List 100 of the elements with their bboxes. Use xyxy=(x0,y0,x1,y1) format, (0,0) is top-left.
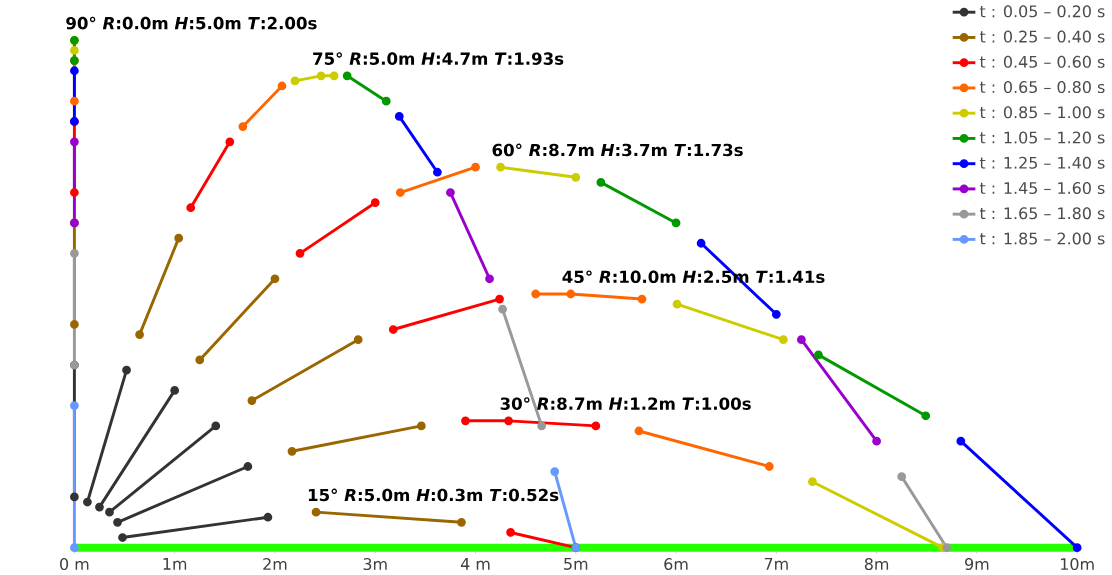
x-tick-label: 6m xyxy=(664,558,688,571)
point xyxy=(225,137,235,147)
point xyxy=(186,203,196,213)
point xyxy=(596,178,606,187)
annotation: 90° R:0.0m H:5.0m T:2.00s xyxy=(66,16,317,30)
point xyxy=(243,462,253,472)
point xyxy=(113,518,122,527)
point xyxy=(263,513,273,522)
point xyxy=(70,492,79,502)
point xyxy=(118,533,127,543)
point xyxy=(897,472,907,482)
legend-label: t : 0.45 – 0.60 s xyxy=(979,56,1105,69)
annotation: 15° R:5.0m H:0.3m T:0.52s xyxy=(308,488,559,502)
annotation: 60° R:8.7m H:3.7m T:1.73s xyxy=(492,143,743,157)
point xyxy=(395,188,405,198)
point xyxy=(105,508,114,517)
point xyxy=(342,71,352,81)
point xyxy=(135,330,144,340)
point xyxy=(353,335,363,345)
point xyxy=(506,528,515,538)
point xyxy=(295,249,305,259)
x-tick-label: 3m xyxy=(363,558,387,571)
point xyxy=(316,71,326,81)
point xyxy=(70,66,79,76)
point xyxy=(1072,543,1082,553)
point xyxy=(277,81,287,91)
point xyxy=(457,518,466,527)
point xyxy=(70,46,79,56)
point xyxy=(921,411,931,421)
point xyxy=(70,188,79,198)
point xyxy=(211,421,221,431)
point xyxy=(195,355,205,365)
point xyxy=(70,137,79,147)
point xyxy=(531,289,541,299)
point xyxy=(814,350,823,360)
point xyxy=(672,299,682,309)
point xyxy=(83,497,92,507)
point xyxy=(498,305,507,314)
point xyxy=(170,386,180,396)
point xyxy=(329,71,339,81)
point xyxy=(70,320,79,330)
point xyxy=(247,396,257,406)
point xyxy=(394,112,404,122)
point xyxy=(634,426,644,436)
point xyxy=(70,249,79,259)
point xyxy=(416,421,426,431)
point xyxy=(778,335,788,345)
x-tick-label: 10m xyxy=(1061,558,1094,571)
point xyxy=(471,163,480,172)
point xyxy=(70,97,79,106)
point xyxy=(797,335,806,345)
x-tick-label: 2m xyxy=(263,558,287,571)
x-tick-label: 4 m xyxy=(460,558,490,570)
point xyxy=(550,467,560,477)
annotation: 30° R:8.7m H:1.2m T:1.00s xyxy=(500,397,751,411)
x-tick-label: 9m xyxy=(965,558,989,571)
point xyxy=(637,294,647,304)
point xyxy=(311,508,321,517)
legend-label: t : 0.65 – 0.80 s xyxy=(979,81,1105,94)
legend-label: t : 1.45 – 1.60 s xyxy=(979,182,1105,195)
legend-label: t : 0.85 – 1.00 s xyxy=(979,106,1105,119)
point xyxy=(70,543,79,553)
point xyxy=(942,543,952,553)
point xyxy=(485,274,494,284)
point xyxy=(270,274,280,284)
legend-label: t : 1.25 – 1.40 s xyxy=(979,156,1105,170)
point xyxy=(764,462,774,472)
point xyxy=(290,76,300,86)
annotation: 75° R:5.0m H:4.7m T:1.93s xyxy=(313,52,564,66)
point xyxy=(461,416,470,426)
point xyxy=(381,97,391,106)
point xyxy=(238,122,248,132)
x-tick-label: 7m xyxy=(764,558,788,570)
x-tick-label: 5m xyxy=(564,558,588,571)
legend-label: t : 1.65 – 1.80 s xyxy=(979,207,1105,220)
point xyxy=(433,168,442,177)
x-tick-label: 1m xyxy=(163,558,187,570)
point xyxy=(495,294,504,304)
point xyxy=(370,198,380,208)
point xyxy=(771,310,781,319)
legend-label: t : 1.85 – 2.00 s xyxy=(979,232,1105,245)
legend-label: t : 1.05 – 1.20 s xyxy=(979,131,1105,144)
legend-label: t : 0.25 – 0.40 s xyxy=(979,30,1105,43)
point xyxy=(591,421,601,431)
point xyxy=(671,218,681,228)
point xyxy=(122,365,131,375)
point xyxy=(808,477,817,487)
point xyxy=(287,447,297,456)
point xyxy=(70,401,79,411)
point xyxy=(571,173,581,182)
legend-label: t : 0.05 – 0.20 s xyxy=(979,5,1105,18)
point xyxy=(496,163,505,172)
x-tick-label: 0 m xyxy=(60,558,89,571)
point xyxy=(174,234,184,243)
point xyxy=(537,421,547,431)
point xyxy=(504,416,513,426)
point xyxy=(956,436,966,446)
point xyxy=(566,289,576,299)
point xyxy=(872,436,881,446)
point xyxy=(446,188,455,198)
